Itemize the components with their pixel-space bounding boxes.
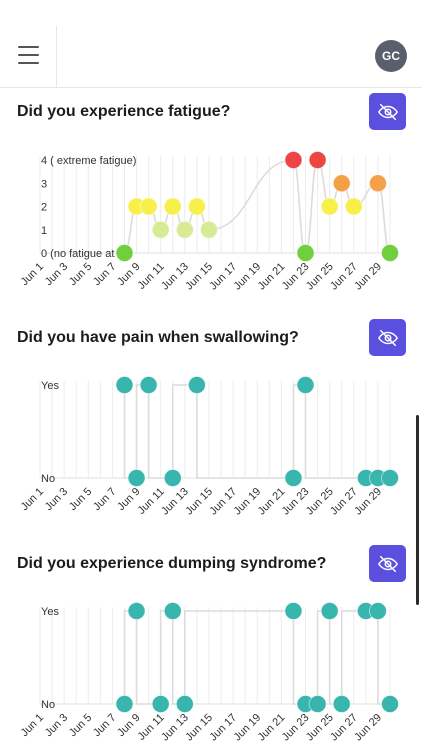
eye-off-icon [377,555,398,572]
x-tick-label: Jun 5 [67,712,95,740]
data-point [200,220,218,239]
data-point [163,469,182,487]
data-point [187,376,206,394]
data-point [115,376,134,394]
x-tick-label: Jun 1 [19,486,47,514]
x-tick-label: Jun 3 [43,486,71,514]
user-avatar[interactable]: GC [375,40,407,72]
x-tick-label: Jun 7 [91,486,119,514]
data-point [163,197,182,216]
y-tick-label: 1 [41,225,47,237]
data-point [115,695,134,713]
data-point [332,174,351,193]
data-point [284,151,303,169]
data-point [284,469,303,487]
question-title-dumping-syndrome: Did you experience dumping syndrome? [17,555,327,572]
eye-off-icon [377,329,398,346]
data-point [151,695,170,713]
x-tick-label: Jun 5 [67,486,95,514]
x-tick-label: Jun 7 [91,261,119,289]
y-tick-label: No [41,473,55,485]
x-tick-label: Jun 5 [67,261,95,289]
data-point [344,197,363,216]
data-point [127,602,146,620]
dumping-syndrome-chart: No Yes Jun 1 Jun 3 Jun 5 Jun 7 Jun 9 Jun 11 Jun … [0,594,422,750]
x-tick-label: Jun 7 [91,712,119,740]
data-point [296,376,315,394]
data-point [369,602,387,620]
data-point [175,220,194,239]
x-tick-label: Jun 1 [19,261,47,289]
x-tick-label: Jun 29 [352,712,384,744]
y-tick-label: 2 [41,202,47,214]
hide-chart-button-pain-swallowing[interactable] [369,319,406,356]
y-tick-label: 4 ( extreme fatigue) [41,155,136,167]
data-point [284,602,303,620]
data-point [308,151,327,169]
x-tick-label: Jun 3 [43,712,71,740]
y-tick-label: Yes [41,380,59,392]
fatigue-chart: 0 (no fatigue at all) 1 2 3 4 ( extreme fati… [0,145,422,305]
data-point [296,244,315,262]
data-point [381,695,399,713]
data-point [320,197,339,216]
question-title-pain-swallowing: Did you have pain when swallowing? [17,329,299,346]
data-point [163,602,182,620]
data-point [332,695,351,713]
scrollbar[interactable] [416,415,419,605]
hide-chart-button-dumping-syndrome[interactable] [369,545,406,582]
x-tick-label: Jun 29 [352,261,384,293]
fatigue-chart-svg: 0 (no fatigue at all) 1 2 3 4 ( extreme fati… [19,151,399,293]
hide-chart-button-fatigue[interactable] [369,93,406,130]
data-point [139,197,158,216]
data-point [308,695,327,713]
question-title-fatigue: Did you experience fatigue? [17,103,231,120]
data-point [175,695,194,713]
data-point [151,220,170,239]
y-tick-label: 0 (no fatigue at all) [41,248,132,260]
top-bar: GC [0,26,422,88]
y-tick-label: No [41,699,55,711]
eye-off-icon [377,103,398,120]
data-point [320,602,339,620]
hamburger-menu-icon[interactable] [0,26,57,88]
data-point [381,244,399,262]
data-point [127,469,146,487]
data-point [187,197,206,216]
data-point [139,376,158,394]
y-tick-label: 3 [41,178,47,190]
data-point [115,244,134,262]
data-point [369,174,387,193]
x-tick-label: Jun 1 [19,712,47,740]
x-tick-label: Jun 3 [43,261,71,289]
x-tick-label: Jun 29 [352,486,384,518]
data-point [381,469,399,487]
y-tick-label: Yes [41,606,59,618]
pain-swallowing-chart: No Yes Jun 1 Jun 3 Jun 5 Jun 7 Jun 9 Jun 11 Jun … [0,368,422,528]
